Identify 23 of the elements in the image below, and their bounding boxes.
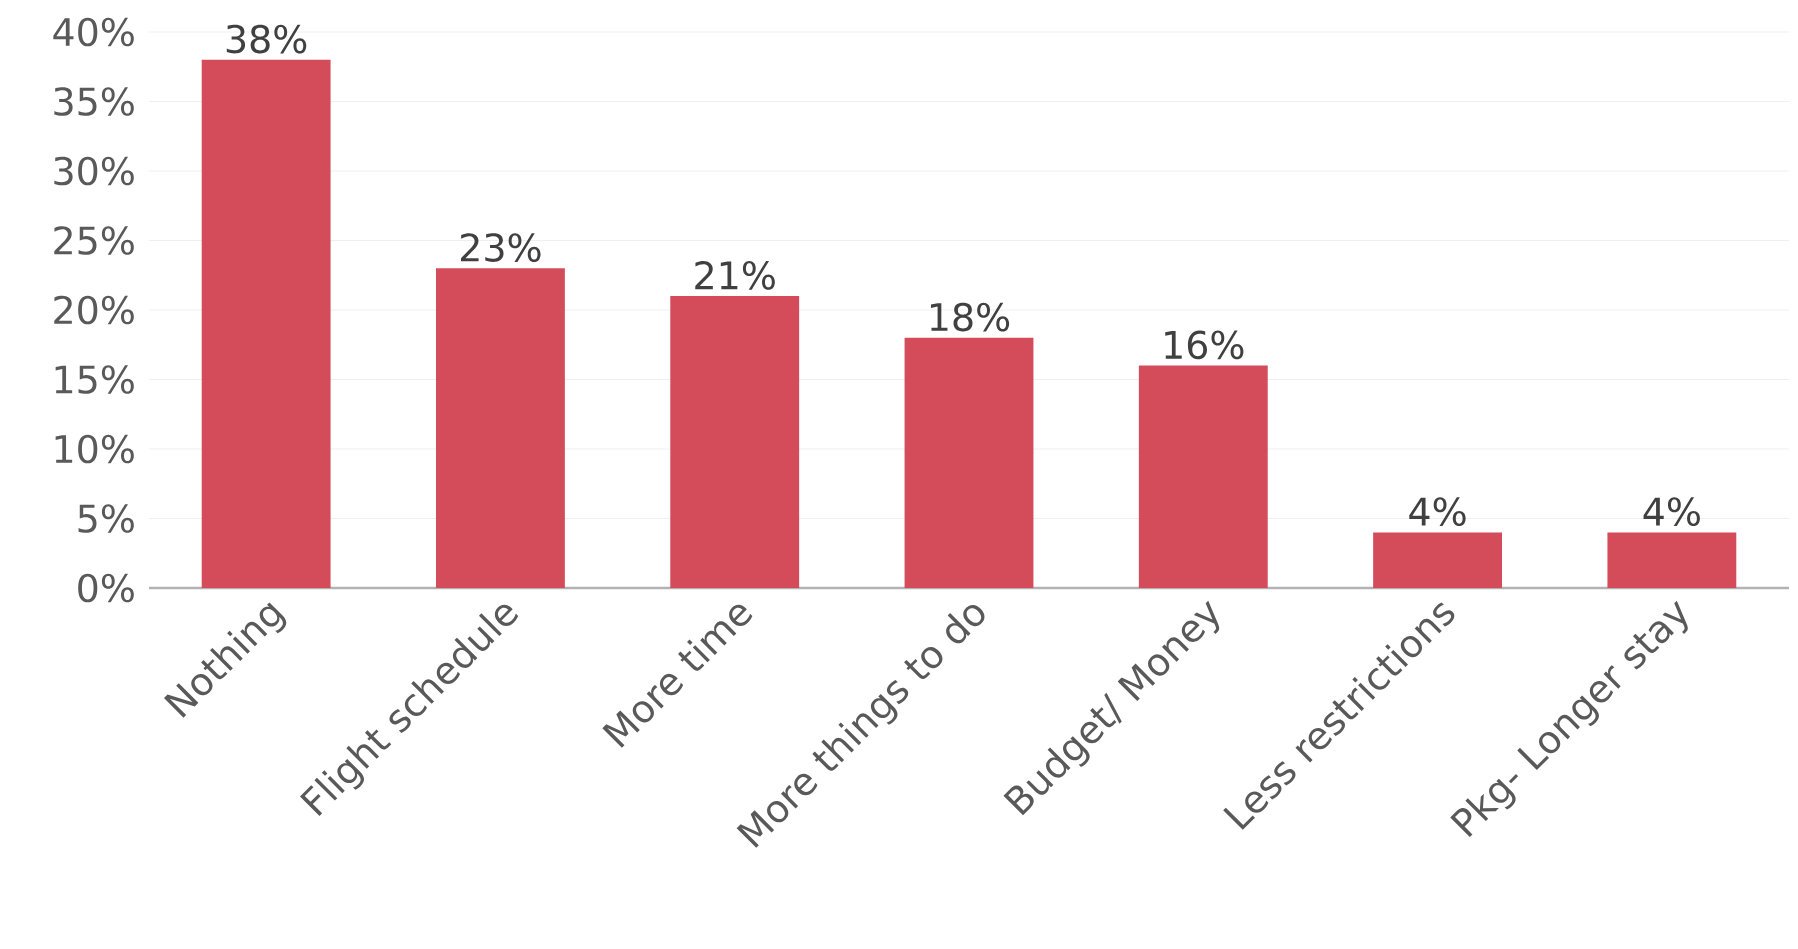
y-tick-label: 25% bbox=[54, 226, 134, 255]
y-tick-label: 0% bbox=[78, 573, 134, 603]
y-tick-label: 30% bbox=[54, 156, 134, 186]
bar bbox=[436, 268, 565, 588]
bar bbox=[201, 59, 331, 588]
data-label: 23% bbox=[461, 233, 541, 262]
data-label: 38% bbox=[226, 24, 307, 54]
y-tick-label: 5% bbox=[78, 504, 134, 533]
y-tick-label: 35% bbox=[54, 87, 134, 116]
y-tick-label: 10% bbox=[55, 434, 134, 464]
y-tick-label: 20% bbox=[54, 295, 134, 325]
data-label: 4% bbox=[1643, 497, 1700, 526]
bar bbox=[1607, 532, 1737, 588]
y-tick-label: 40% bbox=[53, 17, 134, 47]
bar bbox=[670, 296, 800, 588]
data-label: 18% bbox=[930, 302, 1010, 332]
data-label: 21% bbox=[695, 260, 775, 290]
bar bbox=[1138, 365, 1268, 588]
bar bbox=[904, 337, 1034, 588]
bar bbox=[1373, 532, 1502, 588]
data-label: 4% bbox=[1409, 497, 1466, 526]
y-tick-label: 15% bbox=[55, 365, 134, 394]
data-label: 16% bbox=[1165, 330, 1244, 360]
